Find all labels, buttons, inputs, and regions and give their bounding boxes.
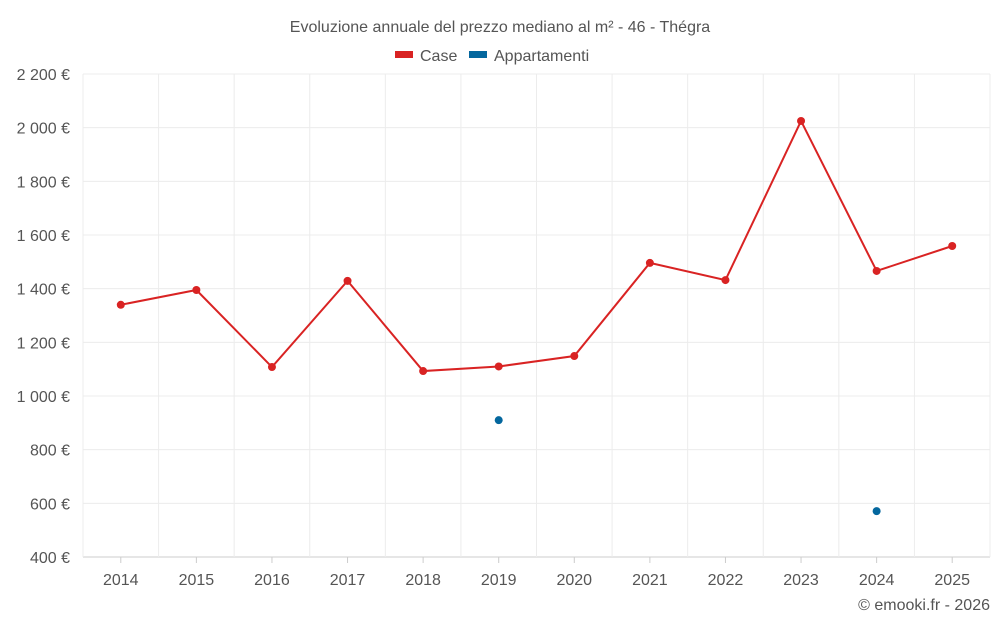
- series-layer: [116, 116, 957, 516]
- data-point-case: [645, 258, 654, 267]
- data-point-case: [570, 352, 579, 361]
- x-tick-label: 2020: [556, 572, 592, 589]
- data-point-appartamenti: [872, 507, 881, 516]
- y-tick-label: 400 €: [30, 550, 70, 567]
- x-tick-label: 2022: [708, 572, 744, 589]
- data-point-case: [721, 276, 730, 285]
- x-tick-label: 2025: [934, 572, 970, 589]
- data-point-case: [797, 116, 806, 125]
- x-tick-label: 2024: [859, 572, 895, 589]
- y-tick-label: 2 200 €: [17, 67, 70, 84]
- data-point-case: [116, 300, 125, 309]
- y-tick-label: 1 800 €: [17, 174, 70, 191]
- grid: [82, 73, 991, 558]
- y-tick-label: 600 €: [30, 496, 70, 513]
- x-axis: 2014 2015 2016 2017 2018 2019 2020 2021 2022 2023…: [103, 557, 970, 589]
- x-tick-label: 2015: [179, 572, 215, 589]
- x-tick-label: 2017: [330, 572, 366, 589]
- x-tick-label: 2019: [481, 572, 517, 589]
- legend-swatch: [395, 51, 413, 58]
- chart-title: Evoluzione annuale del prezzo mediano al…: [290, 19, 710, 36]
- legend-swatch: [469, 51, 487, 58]
- y-tick-label: 2 000 €: [17, 121, 70, 138]
- data-point-appartamenti: [494, 416, 503, 425]
- data-point-case: [419, 367, 428, 376]
- x-tick-label: 2016: [254, 572, 290, 589]
- x-tick-label: 2018: [405, 572, 441, 589]
- legend: Case Appartamenti: [395, 48, 589, 65]
- legend-label: Appartamenti: [494, 48, 589, 65]
- y-tick-label: 800 €: [30, 443, 70, 460]
- x-tick-label: 2023: [783, 572, 819, 589]
- credit-text: © emooki.fr - 2026: [858, 597, 990, 614]
- series-line-case: [120, 118, 953, 373]
- y-tick-label: 1 600 €: [17, 228, 70, 245]
- data-point-case: [948, 242, 957, 251]
- x-tick-label: 2021: [632, 572, 668, 589]
- data-point-case: [343, 276, 352, 285]
- legend-label: Case: [420, 48, 457, 65]
- data-point-case: [494, 362, 503, 371]
- x-tick-label: 2014: [103, 572, 139, 589]
- data-point-case: [267, 363, 276, 372]
- y-axis: 400 € 600 € 800 € 1 000 € 1 200 € 1 400 € 1 60…: [17, 67, 70, 567]
- y-tick-label: 1 200 €: [17, 335, 70, 352]
- y-tick-label: 1 400 €: [17, 282, 70, 299]
- y-tick-label: 1 000 €: [17, 389, 70, 406]
- data-point-case: [872, 266, 881, 275]
- data-point-case: [192, 286, 201, 295]
